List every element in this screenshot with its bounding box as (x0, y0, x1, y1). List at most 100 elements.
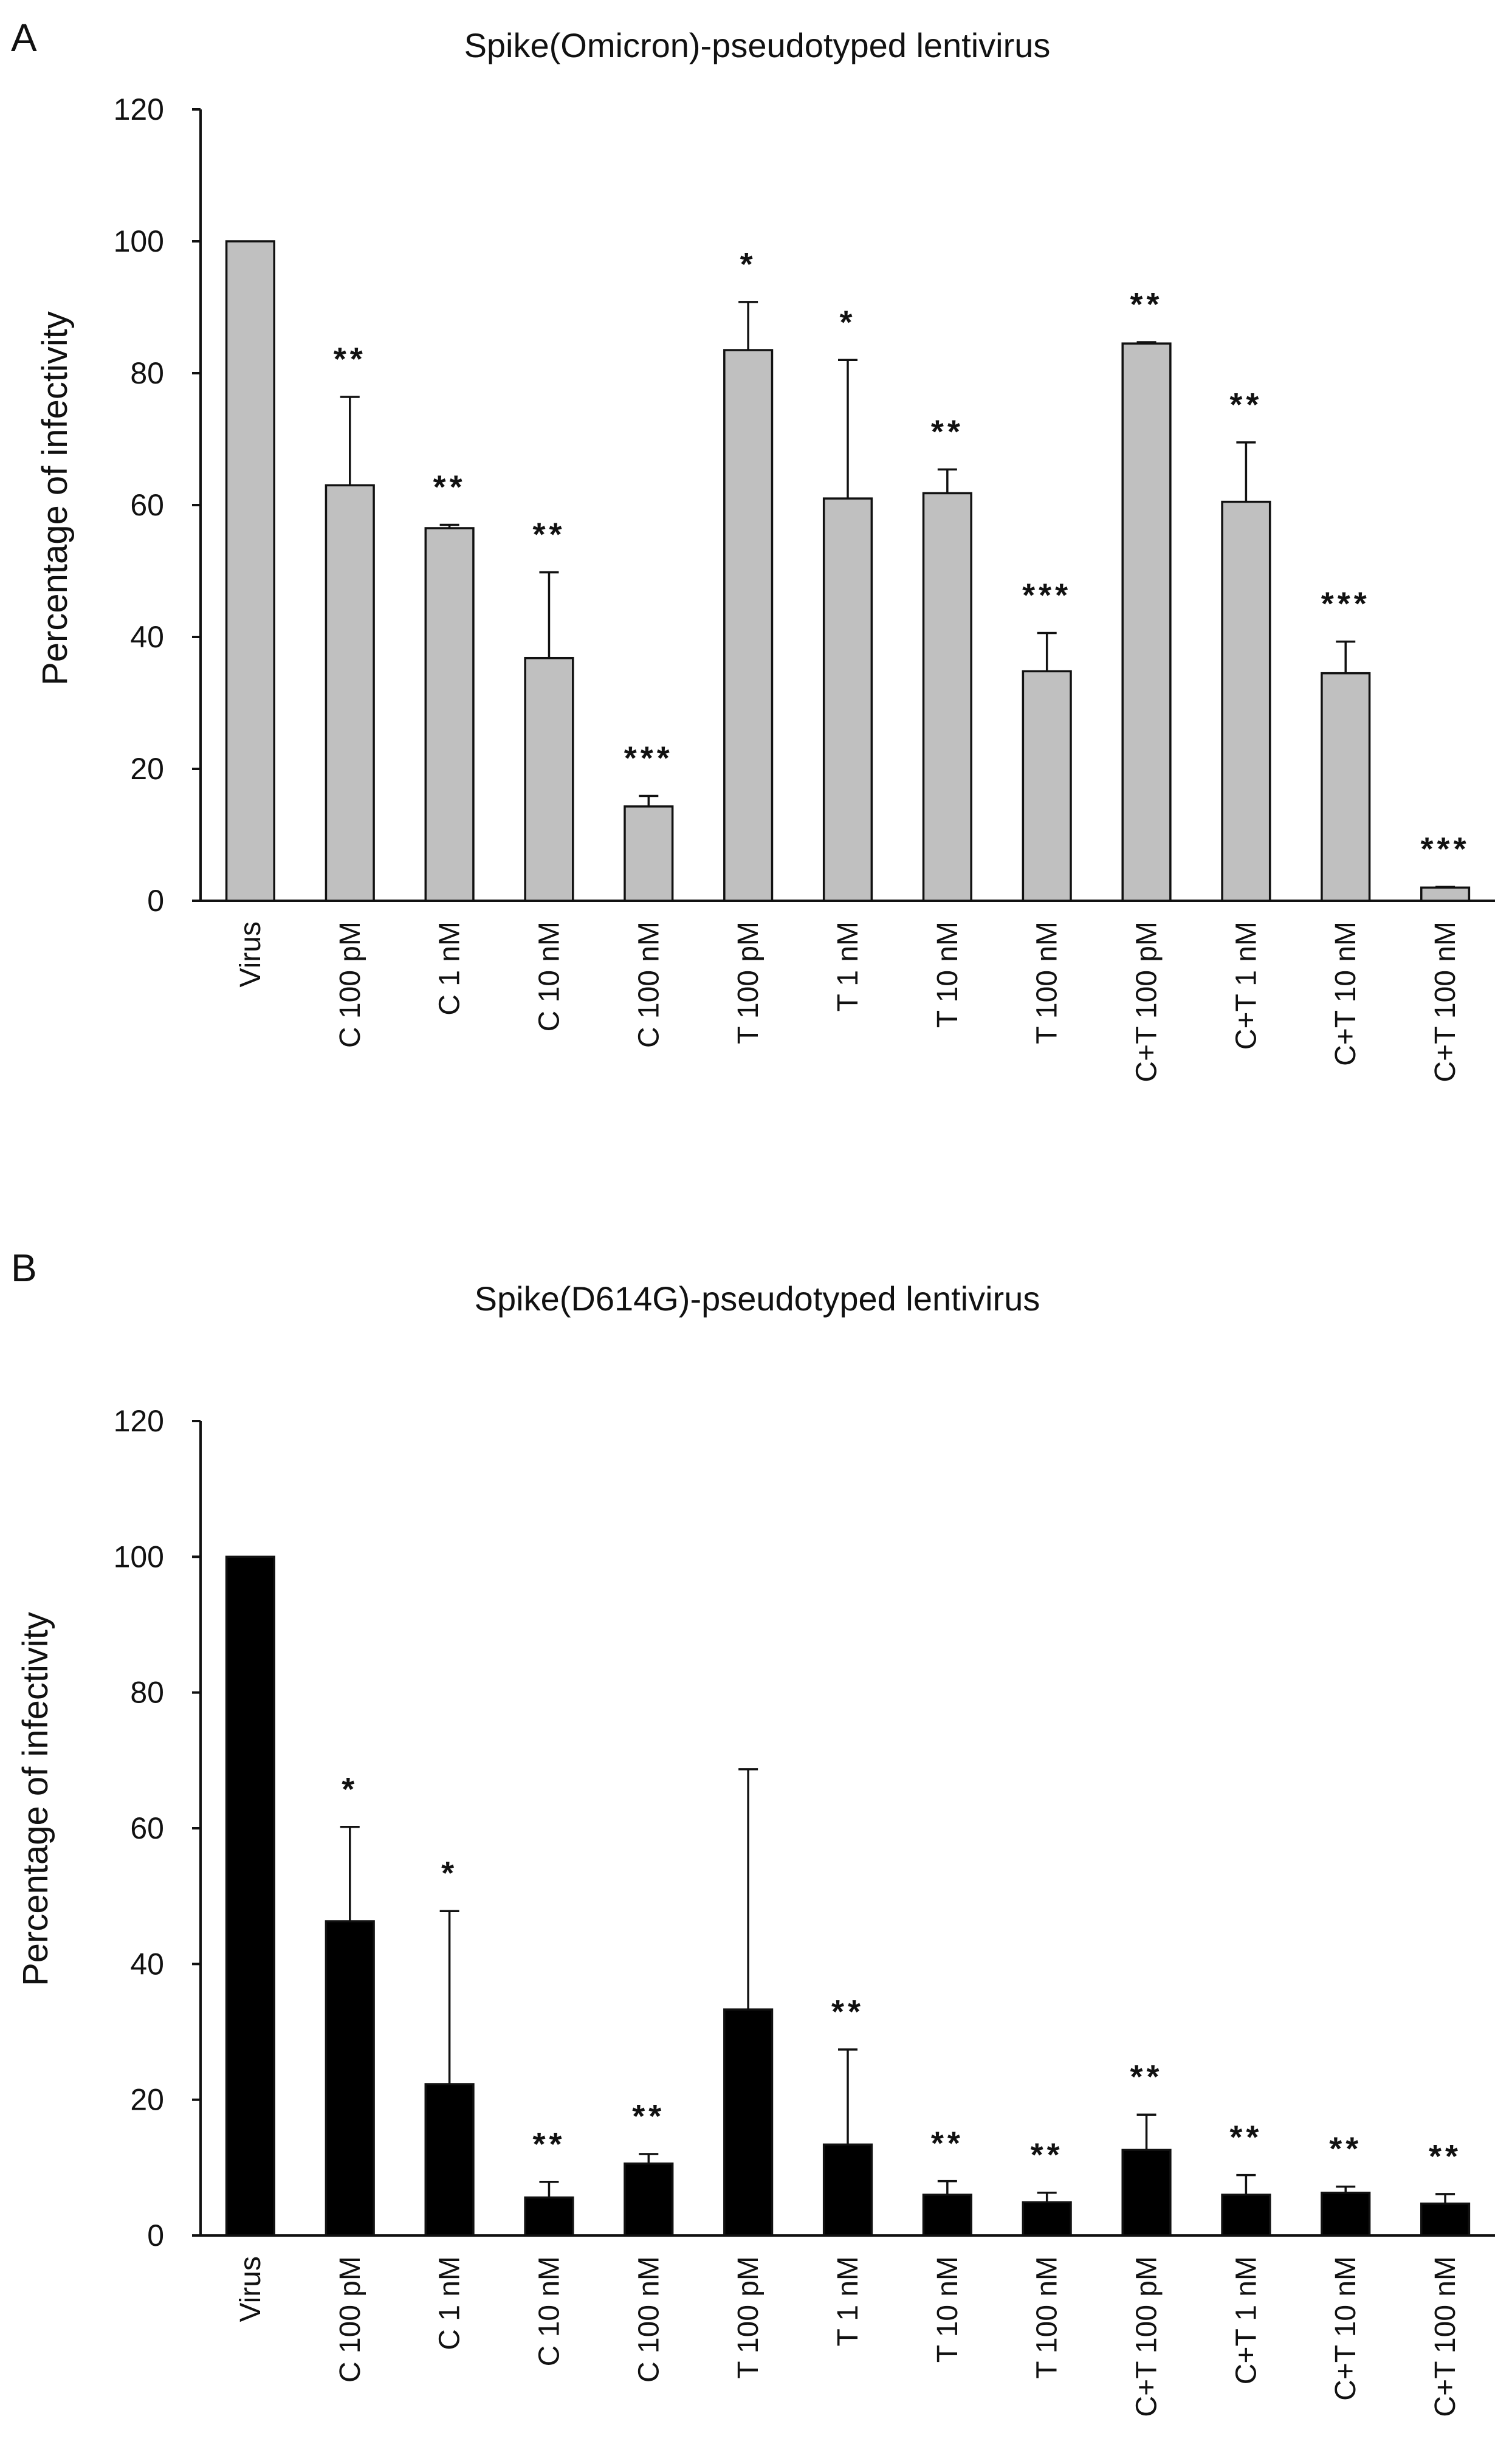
bar-a-7 (922, 492, 972, 902)
significance-label-b-1: * (342, 1771, 358, 1808)
y-tick-label-b-5: 100 (114, 1540, 164, 1574)
significance-label-b-6: ** (831, 1994, 864, 2030)
y-tick-label-b-4: 80 (130, 1676, 164, 1710)
y-tick-label-a-5: 100 (114, 224, 164, 258)
significance-label-a-11: *** (1321, 586, 1370, 622)
y-tick-label-b-0: 0 (147, 2218, 164, 2253)
bar-a-11 (1321, 672, 1371, 902)
bar-b-12 (1420, 2202, 1471, 2237)
bar-b-8 (1022, 2201, 1072, 2237)
significance-label-b-2: * (441, 1855, 458, 1891)
significance-label-a-7: ** (931, 413, 964, 450)
y-tick-label-a-4: 80 (130, 356, 164, 390)
significance-label-b-7: ** (931, 2125, 964, 2162)
significance-label-a-2: ** (433, 469, 466, 506)
panel-label-a: A (11, 16, 37, 60)
category-label-b-1: C 100 pM (334, 2256, 366, 2383)
significance-label-a-12: *** (1421, 831, 1470, 867)
chart-panel-a: A Spike(Omicron)-pseudotyped lentivirus … (11, 16, 1495, 1082)
y-tick-label-b-2: 40 (130, 1947, 164, 1981)
y-tick-label-a-1: 20 (130, 752, 164, 786)
y-tick-label-b-3: 60 (130, 1811, 164, 1845)
bar-b-5 (723, 2008, 774, 2237)
significance-label-a-4: *** (624, 740, 673, 776)
panel-label-b: B (11, 1246, 37, 1290)
category-label-b-12: C+T 100 nM (1429, 2256, 1462, 2417)
y-tick-label-b-6: 120 (114, 1404, 164, 1438)
bar-a-8 (1022, 670, 1072, 902)
significance-label-a-10: ** (1229, 387, 1262, 423)
significance-label-b-12: ** (1429, 2138, 1462, 2175)
y-tick-label-a-0: 0 (147, 884, 164, 918)
bar-a-4 (624, 805, 674, 902)
y-tick-label-a-3: 60 (130, 488, 164, 522)
category-label-b-11: C+T 10 nM (1330, 2256, 1362, 2401)
significance-label-b-9: ** (1130, 2059, 1163, 2095)
y-tick-label-a-2: 40 (130, 620, 164, 654)
bar-b-9 (1121, 2149, 1172, 2237)
significance-label-b-3: ** (532, 2126, 565, 2163)
bar-a-1 (325, 484, 375, 902)
bar-a-5 (723, 349, 774, 902)
category-label-a-5: T 100 pM (732, 921, 765, 1044)
y-tick-label-a-6: 120 (114, 92, 164, 126)
category-label-a-3: C 10 nM (533, 921, 565, 1031)
bar-a-0 (225, 240, 275, 902)
bar-b-6 (822, 2143, 873, 2237)
significance-label-b-10: ** (1229, 2119, 1262, 2156)
significance-label-b-8: ** (1031, 2137, 1064, 2173)
bar-b-11 (1321, 2191, 1371, 2237)
category-label-a-9: C+T 100 pM (1131, 921, 1163, 1082)
chart-panel-b: B Spike(D614G)-pseudotyped lentivirus Pe… (11, 1246, 1495, 2417)
significance-label-a-5: * (740, 246, 757, 283)
bar-b-7 (922, 2194, 972, 2237)
category-label-a-10: C+T 1 nM (1230, 921, 1262, 1050)
bar-b-3 (524, 2196, 574, 2237)
significance-label-a-1: ** (334, 341, 366, 377)
bar-a-12 (1420, 886, 1471, 902)
bar-b-4 (624, 2162, 674, 2237)
significance-label-b-11: ** (1329, 2131, 1362, 2167)
category-label-b-3: C 10 nM (533, 2256, 565, 2366)
category-label-b-10: C+T 1 nM (1230, 2256, 1262, 2384)
chart-title-b: Spike(D614G)-pseudotyped lentivirus (475, 1279, 1040, 1318)
category-label-a-0: Virus (235, 921, 267, 988)
bar-b-10 (1221, 2194, 1271, 2237)
y-axis-title-a: Percentage of infectivity (35, 311, 75, 686)
category-label-b-9: C+T 100 pM (1131, 2256, 1163, 2417)
significance-label-a-9: ** (1130, 286, 1163, 323)
category-label-a-8: T 100 nM (1031, 921, 1064, 1044)
bar-a-2 (424, 527, 475, 902)
plot-area-b: 0 20 40 60 80 100 120 Virus * C 100 pM * C 1 nM ** C … (114, 1404, 1471, 2417)
bar-b-2 (424, 2083, 475, 2237)
category-label-b-0: Virus (235, 2256, 267, 2322)
category-label-b-7: T 10 nM (932, 2256, 964, 2363)
significance-label-a-3: ** (532, 517, 565, 553)
category-label-a-1: C 100 pM (334, 921, 366, 1048)
category-label-b-8: T 100 nM (1031, 2256, 1064, 2379)
category-label-b-6: T 1 nM (832, 2256, 864, 2347)
bar-b-0 (225, 1555, 275, 2237)
y-axis-title-b: Percentage of infectivity (16, 1612, 55, 1986)
chart-title-a: Spike(Omicron)-pseudotyped lentivirus (464, 26, 1051, 64)
category-label-b-5: T 100 pM (732, 2256, 765, 2379)
bar-a-9 (1121, 342, 1172, 902)
category-label-b-4: C 100 nM (633, 2256, 665, 2383)
bar-a-10 (1221, 500, 1271, 902)
significance-label-a-6: * (839, 304, 856, 340)
significance-label-a-8: *** (1022, 577, 1071, 613)
y-tick-label-b-1: 20 (130, 2083, 164, 2117)
category-label-a-2: C 1 nM (434, 921, 466, 1016)
category-label-b-2: C 1 nM (434, 2256, 466, 2350)
category-label-a-7: T 10 nM (932, 921, 964, 1028)
category-label-a-11: C+T 10 nM (1330, 921, 1362, 1066)
bar-a-6 (822, 497, 873, 902)
significance-label-b-4: ** (632, 2098, 665, 2135)
category-label-a-4: C 100 nM (633, 921, 665, 1048)
bar-a-3 (524, 656, 574, 902)
category-label-a-6: T 1 nM (832, 921, 864, 1012)
bar-b-1 (325, 1920, 375, 2237)
category-label-a-12: C+T 100 nM (1429, 921, 1462, 1082)
